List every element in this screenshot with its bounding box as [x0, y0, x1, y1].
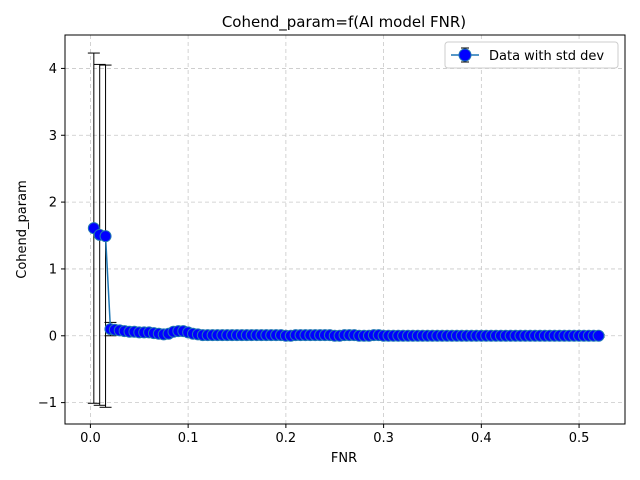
chart-title: Cohend_param=f(AI model FNR): [222, 13, 466, 32]
y-tick-label: −1: [38, 396, 57, 411]
x-tick-label: 0.4: [471, 431, 492, 446]
x-tick-label: 0.5: [569, 431, 590, 446]
x-axis-label: FNR: [331, 451, 357, 466]
y-tick-label: 2: [49, 196, 57, 211]
legend-entry: Data with std dev: [489, 49, 604, 64]
data-point: [99, 230, 112, 243]
data-point: [592, 329, 605, 342]
legend: Data with std dev: [444, 41, 619, 69]
y-tick-label: 4: [49, 62, 57, 77]
x-ticks: 0.0 0.1 0.2 0.3 0.4 0.5: [80, 424, 589, 446]
y-tick-label: 0: [49, 329, 57, 344]
y-ticks: −1 0 1 2 3 4: [38, 62, 65, 411]
markers: [87, 222, 605, 342]
legend-box: [444, 41, 619, 69]
plot-frame: [64, 34, 626, 425]
legend-marker: [458, 48, 472, 62]
x-tick-label: 0.3: [373, 431, 394, 446]
x-tick-label: 0.0: [80, 431, 101, 446]
y-tick-label: 1: [49, 262, 57, 277]
y-axis-label: Cohend_param: [15, 180, 30, 278]
y-tick-label: 3: [49, 129, 57, 144]
x-tick-label: 0.1: [178, 431, 199, 446]
x-tick-label: 0.2: [276, 431, 297, 446]
